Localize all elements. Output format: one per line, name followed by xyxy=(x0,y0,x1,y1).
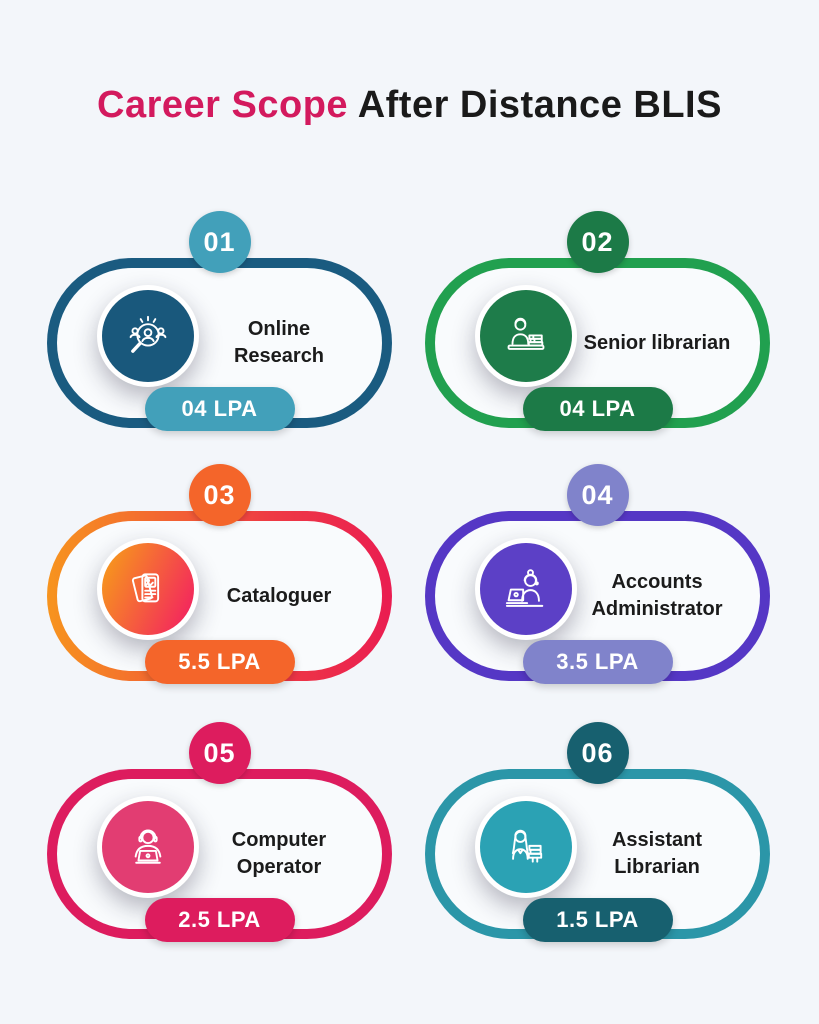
card-icon-circle xyxy=(475,285,577,387)
career-card-02: 02 Senior librarian 04 LPA xyxy=(425,211,770,433)
page-title: Career Scope After Distance BLIS xyxy=(0,84,819,127)
card-number-badge: 05 xyxy=(188,722,251,784)
card-title: Computer Operator xyxy=(231,829,327,878)
online-research-icon xyxy=(121,309,175,363)
card-title: Senior librarian xyxy=(583,331,731,354)
page-title-highlight: Career Scope xyxy=(97,84,349,126)
senior-librarian-icon xyxy=(499,309,553,363)
accounts-administrator-icon xyxy=(499,562,553,616)
salary-badge: 5.5 LPA xyxy=(144,640,295,684)
card-icon-background xyxy=(480,801,572,893)
card-number-badge: 06 xyxy=(566,722,629,784)
card-icon-circle xyxy=(97,796,199,898)
salary-badge: 2.5 LPA xyxy=(144,898,295,942)
card-number-badge: 01 xyxy=(188,211,251,273)
career-card-06: 06 Assistant Librarian 1.5 LPA xyxy=(425,722,770,944)
card-number-badge: 04 xyxy=(566,464,629,526)
salary-badge: 04 LPA xyxy=(144,387,295,431)
card-number-badge: 03 xyxy=(188,464,251,526)
card-title: Online Research xyxy=(233,318,325,367)
card-icon-background xyxy=(102,801,194,893)
card-icon-circle xyxy=(97,538,199,640)
salary-badge: 1.5 LPA xyxy=(522,898,673,942)
salary-badge: 04 LPA xyxy=(522,387,673,431)
career-card-04: 04 Accounts Administrator 3.5 LPA xyxy=(425,464,770,686)
card-icon-circle xyxy=(475,796,577,898)
card-icon-circle xyxy=(97,285,199,387)
card-title: Assistant Librarian xyxy=(611,829,703,878)
card-icon-circle xyxy=(475,538,577,640)
card-number-badge: 02 xyxy=(566,211,629,273)
assistant-librarian-icon xyxy=(499,820,553,874)
page-title-rest: After Distance BLIS xyxy=(348,84,722,126)
career-card-01: 01 Online Research 04 LPA xyxy=(47,211,392,433)
card-title: Cataloguer xyxy=(226,584,332,607)
card-icon-background xyxy=(102,543,194,635)
card-ring xyxy=(47,258,392,428)
cataloguer-icon xyxy=(121,562,175,616)
computer-operator-icon xyxy=(121,820,175,874)
card-icon-background xyxy=(102,290,194,382)
card-icon-background xyxy=(480,543,572,635)
career-card-03: 03 Cataloguer 5.5 LPA xyxy=(47,464,392,686)
salary-badge: 3.5 LPA xyxy=(522,640,673,684)
card-icon-background xyxy=(480,290,572,382)
card-title: Accounts Administrator xyxy=(591,571,723,620)
career-card-05: 05 Computer Operator 2.5 LPA xyxy=(47,722,392,944)
